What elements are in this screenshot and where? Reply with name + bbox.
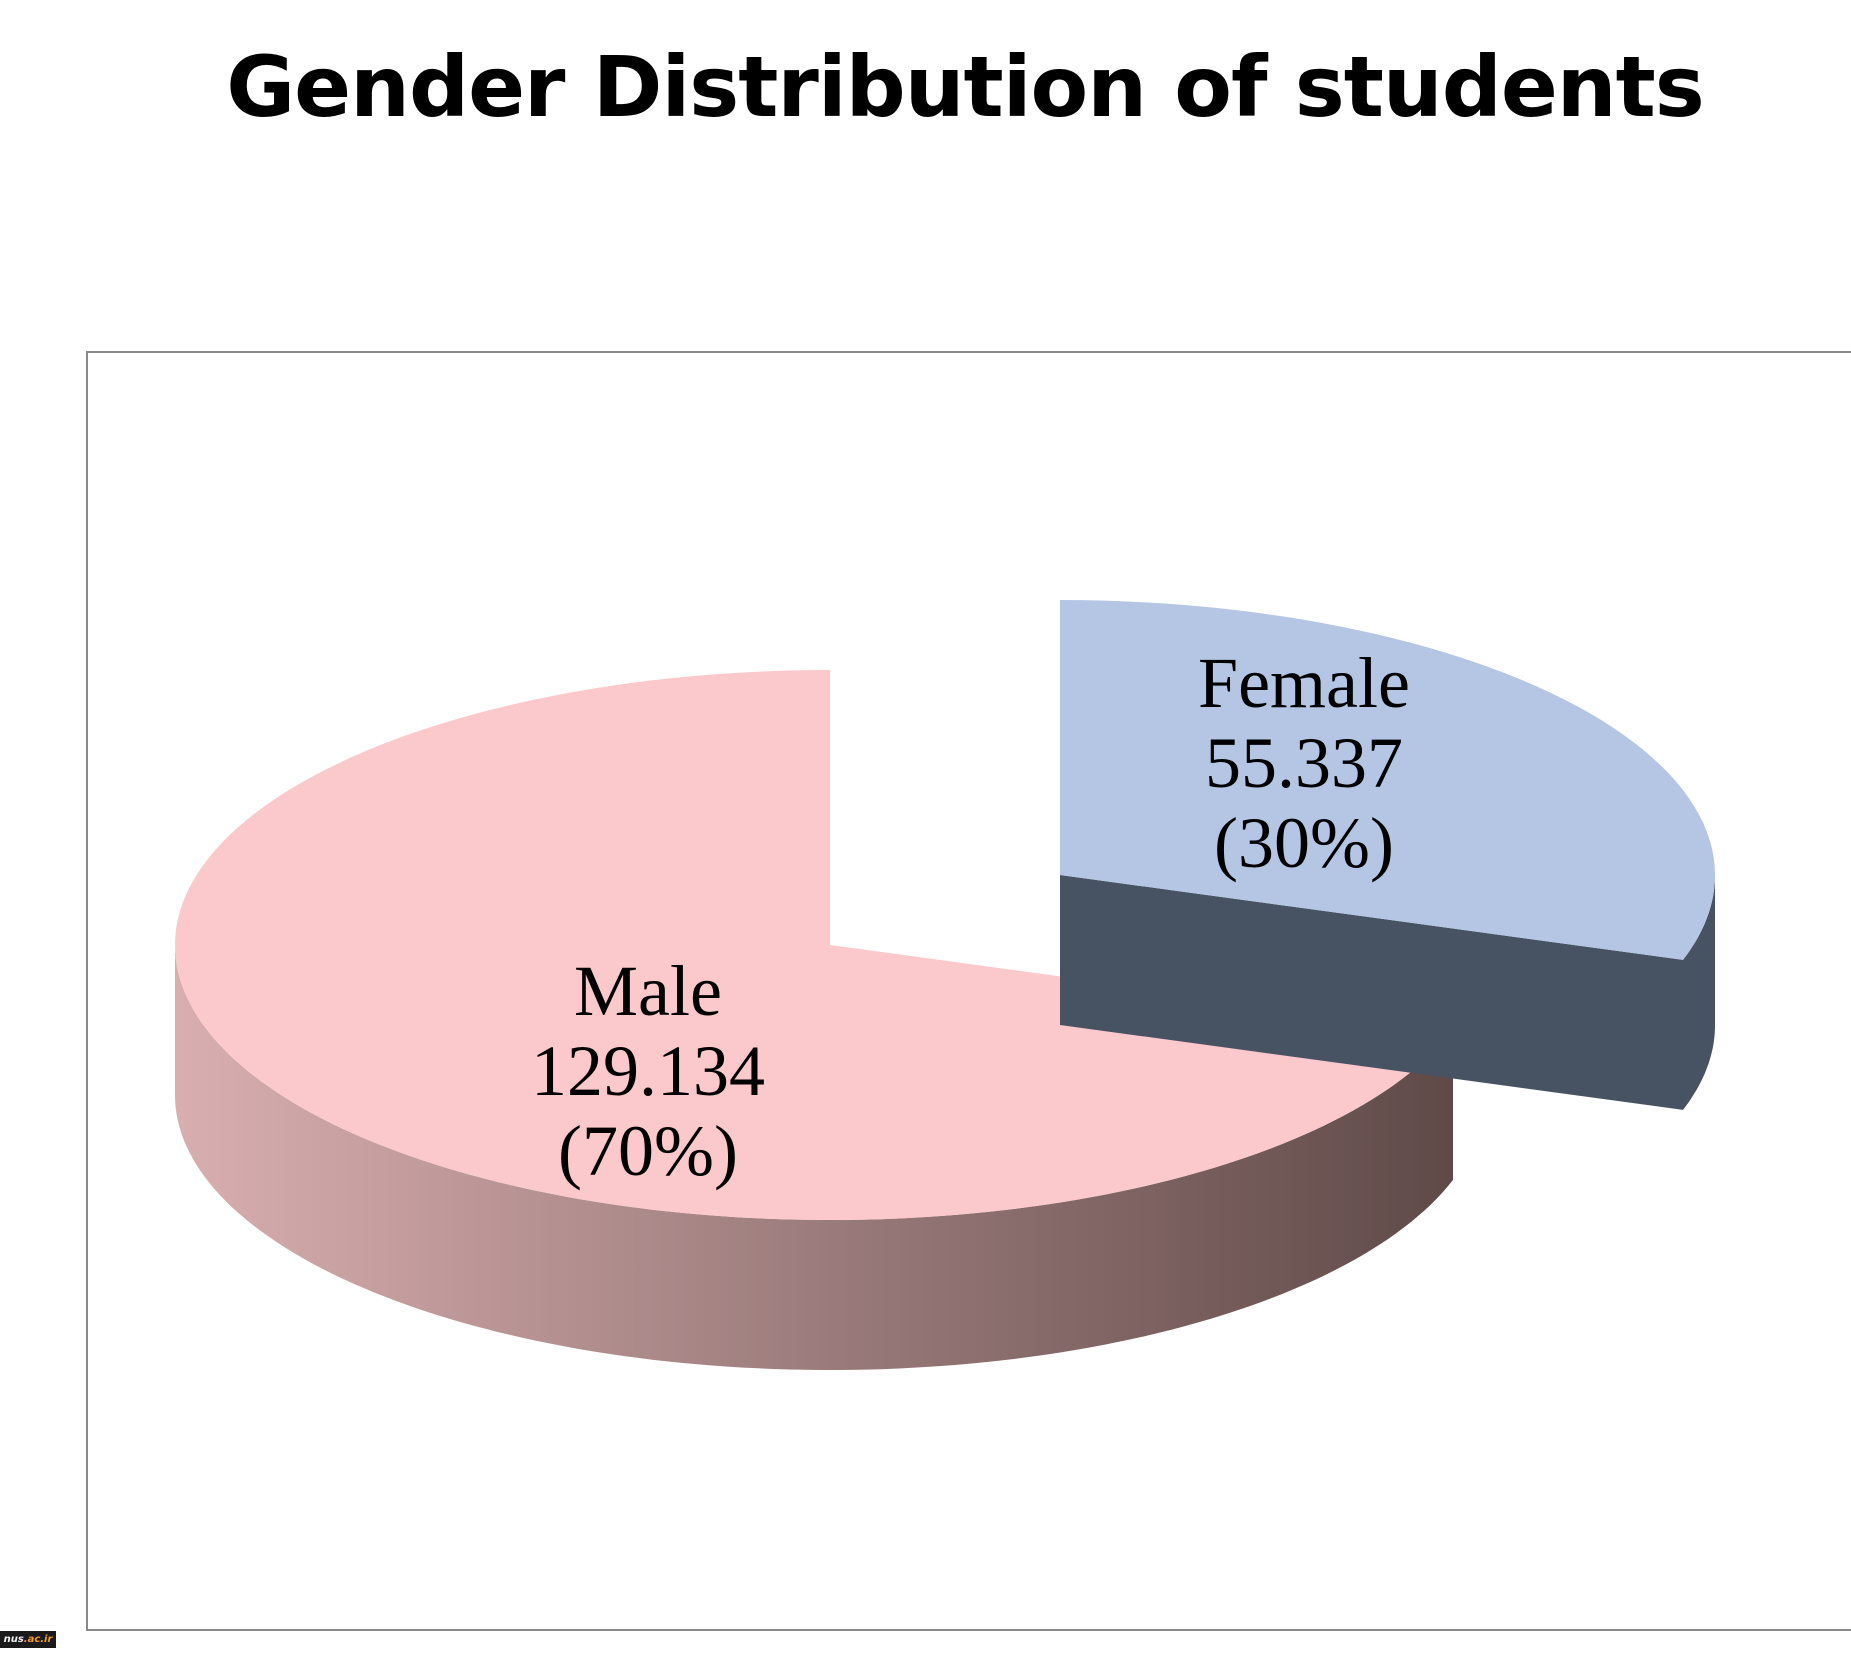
pie-slice-male-side [175, 945, 1453, 1370]
pie-slice-male-top [175, 670, 1453, 1220]
data-label-female: Female 55.337 (30%) [1198, 643, 1410, 883]
site-watermark-logo: nus.ac.ir [0, 1631, 56, 1648]
data-label-male-percent: (70%) [558, 1111, 738, 1191]
watermark-suffix: .ac.ir [23, 1634, 53, 1645]
data-label-female-category: Female [1198, 643, 1410, 723]
pie-slice-female-top [1060, 600, 1715, 960]
data-label-male-value: 129.134 [531, 1031, 765, 1111]
pie-slice-female [1060, 600, 1715, 1110]
watermark-prefix: nus [3, 1634, 24, 1645]
chart-title: Gender Distribution of students [226, 38, 1705, 136]
data-label-female-percent: (30%) [1214, 803, 1394, 883]
data-label-female-value: 55.337 [1205, 723, 1403, 803]
chart-area-frame [86, 351, 1851, 1631]
data-label-male: Male 129.134 (70%) [531, 951, 765, 1191]
pie-slice-male [175, 670, 1453, 1370]
pie-slice-female-inner-wall [1060, 875, 1683, 1110]
pie-slice-female-side [1683, 875, 1715, 1110]
data-label-male-category: Male [574, 951, 722, 1031]
